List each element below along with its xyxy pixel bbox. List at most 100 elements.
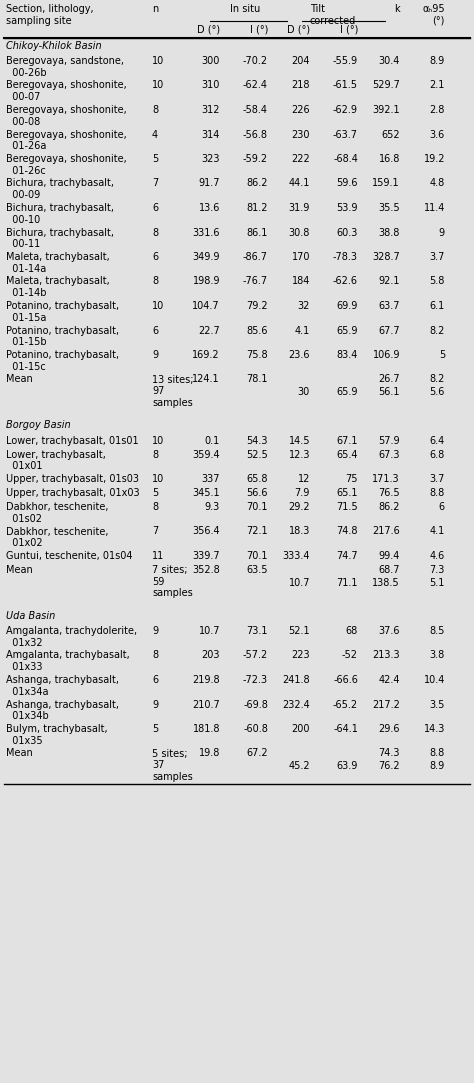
Text: 11.4: 11.4 — [424, 203, 445, 213]
Text: In situ: In situ — [230, 4, 260, 14]
Text: 67.7: 67.7 — [378, 326, 400, 336]
Text: 4: 4 — [152, 130, 158, 140]
Text: 29.6: 29.6 — [379, 725, 400, 734]
Text: 16.8: 16.8 — [379, 154, 400, 164]
Text: 138.5: 138.5 — [373, 577, 400, 587]
Text: 10: 10 — [152, 474, 164, 484]
Text: 5: 5 — [152, 725, 158, 734]
Text: 67.1: 67.1 — [337, 435, 358, 445]
Text: 6: 6 — [152, 203, 158, 213]
Text: 85.6: 85.6 — [246, 326, 268, 336]
Text: 7: 7 — [152, 179, 158, 188]
Text: 349.9: 349.9 — [192, 252, 220, 262]
Text: 223: 223 — [292, 651, 310, 661]
Text: Bulym, trachybasalt,
  01x35: Bulym, trachybasalt, 01x35 — [6, 725, 108, 745]
Text: 10: 10 — [152, 80, 164, 91]
Text: 78.1: 78.1 — [246, 375, 268, 384]
Text: 5: 5 — [152, 154, 158, 164]
Text: 5.6: 5.6 — [429, 387, 445, 397]
Text: 529.7: 529.7 — [372, 80, 400, 91]
Text: 10: 10 — [152, 435, 164, 445]
Text: D (°): D (°) — [197, 24, 220, 34]
Text: 65.1: 65.1 — [337, 488, 358, 498]
Text: 9: 9 — [152, 700, 158, 709]
Text: 42.4: 42.4 — [379, 675, 400, 686]
Text: 8.2: 8.2 — [429, 375, 445, 384]
Text: Dabkhor, teschenite,
  01x02: Dabkhor, teschenite, 01x02 — [6, 526, 109, 548]
Text: k: k — [394, 4, 400, 14]
Text: -57.2: -57.2 — [243, 651, 268, 661]
Text: 345.1: 345.1 — [192, 488, 220, 498]
Text: 53.9: 53.9 — [337, 203, 358, 213]
Text: 76.5: 76.5 — [378, 488, 400, 498]
Text: 198.9: 198.9 — [192, 276, 220, 287]
Text: -58.4: -58.4 — [243, 105, 268, 115]
Text: -62.6: -62.6 — [333, 276, 358, 287]
Text: Bichura, trachybasalt,
  00-09: Bichura, trachybasalt, 00-09 — [6, 179, 114, 200]
Text: 31.9: 31.9 — [289, 203, 310, 213]
Text: 63.7: 63.7 — [379, 301, 400, 311]
Text: 6.4: 6.4 — [430, 435, 445, 445]
Text: 337: 337 — [201, 474, 220, 484]
Text: 10: 10 — [152, 301, 164, 311]
Text: -61.5: -61.5 — [333, 80, 358, 91]
Text: 8.9: 8.9 — [430, 56, 445, 66]
Text: 4.1: 4.1 — [295, 326, 310, 336]
Text: 314: 314 — [201, 130, 220, 140]
Text: 170: 170 — [292, 252, 310, 262]
Text: 226: 226 — [292, 105, 310, 115]
Text: 8.9: 8.9 — [430, 761, 445, 771]
Text: 2.8: 2.8 — [429, 105, 445, 115]
Text: Potanino, trachybasalt,
  01-15c: Potanino, trachybasalt, 01-15c — [6, 350, 119, 371]
Text: 19.2: 19.2 — [423, 154, 445, 164]
Text: 3.7: 3.7 — [429, 252, 445, 262]
Text: 63.9: 63.9 — [337, 761, 358, 771]
Text: 70.1: 70.1 — [246, 551, 268, 561]
Text: 7.9: 7.9 — [295, 488, 310, 498]
Text: Lower, trachybasalt,
  01x01: Lower, trachybasalt, 01x01 — [6, 449, 106, 471]
Text: 75: 75 — [346, 474, 358, 484]
Text: Guntui, teschenite, 01s04: Guntui, teschenite, 01s04 — [6, 551, 133, 561]
Text: 35.5: 35.5 — [378, 203, 400, 213]
Text: -55.9: -55.9 — [333, 56, 358, 66]
Text: 73.1: 73.1 — [246, 626, 268, 636]
Text: 37.6: 37.6 — [379, 626, 400, 636]
Text: Borgoy Basin: Borgoy Basin — [6, 420, 71, 431]
Text: 4.6: 4.6 — [430, 551, 445, 561]
Text: -69.8: -69.8 — [243, 700, 268, 709]
Text: 219.8: 219.8 — [192, 675, 220, 686]
Text: 0.1: 0.1 — [205, 435, 220, 445]
Text: 8.8: 8.8 — [430, 748, 445, 758]
Text: Potanino, trachybasalt,
  01-15b: Potanino, trachybasalt, 01-15b — [6, 326, 119, 347]
Text: 8: 8 — [152, 449, 158, 459]
Text: 5.8: 5.8 — [429, 276, 445, 287]
Text: 310: 310 — [201, 80, 220, 91]
Text: -76.7: -76.7 — [243, 276, 268, 287]
Text: 26.7: 26.7 — [378, 375, 400, 384]
Text: 356.4: 356.4 — [192, 526, 220, 536]
Text: 323: 323 — [201, 154, 220, 164]
Text: 23.6: 23.6 — [289, 350, 310, 360]
Text: 169.2: 169.2 — [192, 350, 220, 360]
Text: 200: 200 — [292, 725, 310, 734]
Text: D (°): D (°) — [287, 24, 310, 34]
Text: 13 sites;
97
samples: 13 sites; 97 samples — [152, 375, 193, 407]
Text: 213.3: 213.3 — [373, 651, 400, 661]
Text: 124.1: 124.1 — [192, 375, 220, 384]
Text: -65.2: -65.2 — [333, 700, 358, 709]
Text: 5: 5 — [439, 350, 445, 360]
Text: 14.3: 14.3 — [424, 725, 445, 734]
Text: 5.1: 5.1 — [429, 577, 445, 587]
Text: 69.9: 69.9 — [337, 301, 358, 311]
Text: Beregovaya, shoshonite,
  00-07: Beregovaya, shoshonite, 00-07 — [6, 80, 127, 102]
Text: 106.9: 106.9 — [373, 350, 400, 360]
Text: 71.5: 71.5 — [337, 503, 358, 512]
Text: 217.6: 217.6 — [372, 526, 400, 536]
Text: 5 sites;
37
samples: 5 sites; 37 samples — [152, 748, 193, 782]
Text: 63.5: 63.5 — [246, 565, 268, 575]
Text: 181.8: 181.8 — [192, 725, 220, 734]
Text: Bichura, trachybasalt,
  00-11: Bichura, trachybasalt, 00-11 — [6, 227, 114, 249]
Text: 18.3: 18.3 — [289, 526, 310, 536]
Text: 7 sites;
59
samples: 7 sites; 59 samples — [152, 565, 193, 598]
Text: 203: 203 — [201, 651, 220, 661]
